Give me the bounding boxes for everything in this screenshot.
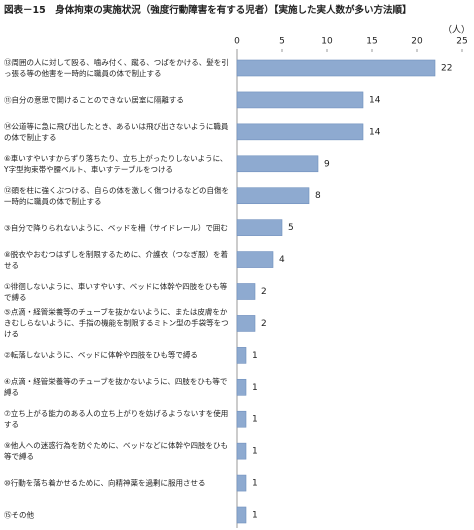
bar [236, 59, 436, 77]
x-tick-label: 20 [411, 37, 423, 47]
category-label: ⑦立ち上がる能力のある人の立ち上がりを妨げるようないすを使用する [4, 409, 229, 430]
bar [236, 474, 247, 492]
value-label: 22 [441, 64, 452, 74]
value-label: 14 [369, 127, 381, 137]
category-label: ②転落しないように、ベッドに体幹や四肢をひも等で縛る [4, 350, 198, 360]
category-label: ④点滴・経管栄養等のチューブを抜かないように、四肢をひも等で縛る [4, 377, 228, 398]
bar [236, 123, 364, 141]
bar [236, 410, 247, 428]
bar [236, 378, 247, 396]
bar [236, 187, 310, 205]
value-label: 4 [279, 255, 285, 265]
x-tick-label: 10 [321, 37, 333, 47]
bar [236, 251, 274, 268]
category-label: ⑥車いすやいすからずり落ちたり、立ち上がったりしないように、Y字型拘束帯や腰ベル… [4, 153, 228, 174]
chart-title: 図表－15 身体拘束の実施状況（強度行動障害を有する児者）【実施した実人数が多い… [4, 5, 412, 16]
x-tick-label: 15 [366, 37, 377, 47]
bar [236, 347, 247, 364]
value-label: 1 [252, 511, 258, 521]
unit-label: （人） [443, 25, 470, 36]
category-label: ⑮その他 [4, 510, 34, 520]
bar [236, 219, 283, 236]
category-label: ⑨他人への迷惑行為を防ぐために、ベッドなどに体幹や四肢をひも等で縛る [4, 441, 228, 462]
category-label: ⑤点滴・経管栄養等のチューブを抜かないように、または皮膚をかきむしらないように、… [4, 307, 229, 339]
category-label: ⑩行動を落ち着かせるために、向精神薬を過剰に服用させる [4, 478, 206, 488]
x-tick-label: 25 [456, 37, 467, 47]
x-tick-label: 5 [279, 37, 285, 47]
value-label: 1 [252, 351, 258, 361]
category-label: ⑬周囲の人に対して殴る、噛み付く、蹴る、つばをかける、髪を引っ張る等の他害を一時… [4, 58, 229, 78]
bar [236, 91, 364, 109]
value-label: 1 [252, 415, 258, 425]
category-label: ⑫頭を柱に強くぶつける、自らの体を激しく傷つけるなどの自傷を一時的に職員の体で制… [4, 185, 229, 206]
value-label: 1 [252, 447, 258, 457]
bar [236, 315, 256, 332]
x-tick-label: 0 [234, 37, 240, 47]
value-label: 1 [252, 479, 258, 489]
category-label: ⑭公道等に急に飛び出したとき、あるいは飛び出さないように職員の体で制止する [4, 121, 229, 142]
value-label: 2 [261, 287, 267, 297]
category-label: ①徘徊しないように、車いすやいす、ベッドに体幹や四肢をひも等で縛る [4, 281, 228, 302]
bar [236, 506, 247, 524]
value-label: 8 [315, 191, 321, 201]
category-label: ③自分で降りられないように、ベッドを柵（サイドレール）で囲む [4, 223, 228, 233]
value-label: 1 [252, 383, 258, 393]
value-label: 5 [288, 223, 294, 233]
category-label: ⑪自分の意思で開けることのできない居室に隔離する [4, 95, 184, 105]
value-label: 9 [324, 159, 330, 169]
value-label: 14 [369, 95, 381, 105]
bar [236, 283, 256, 300]
bar [236, 442, 247, 460]
bar [236, 155, 319, 173]
value-label: 2 [261, 319, 267, 329]
category-label: ⑧脱衣やおむつはずしを制限するために、介護衣（つなぎ服）を着せる [4, 249, 228, 270]
